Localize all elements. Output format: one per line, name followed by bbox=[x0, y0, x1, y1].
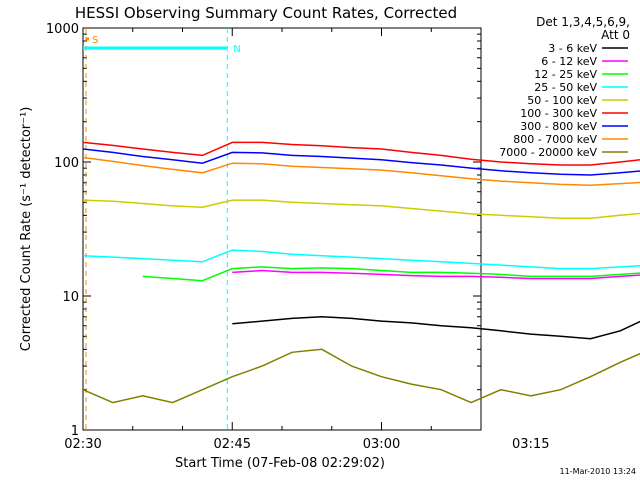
flag-bars: SN bbox=[83, 35, 241, 55]
legend-item-label: 50 - 100 keV bbox=[527, 94, 597, 107]
event-markers bbox=[85, 28, 228, 430]
series-line-25-50-kev bbox=[82, 249, 640, 270]
chart-title: HESSI Observing Summary Count Rates, Cor… bbox=[75, 4, 457, 22]
legend-item-label: 7000 - 20000 keV bbox=[499, 146, 597, 159]
series-line-800-7000-kev bbox=[82, 156, 640, 187]
x-axis-label: Start Time (07-Feb-08 02:29:02) bbox=[175, 456, 385, 471]
y-axis-label: Corrected Count Rate (s⁻¹ detector⁻¹) bbox=[19, 107, 34, 352]
timestamp: 11-Mar-2010 13:24 bbox=[560, 467, 637, 476]
series-lines bbox=[82, 141, 640, 404]
y-tick-label: 1000 bbox=[46, 22, 79, 37]
legend-item-label: 12 - 25 keV bbox=[534, 68, 597, 81]
flag-label-s: S bbox=[92, 35, 98, 46]
y-tick-label: 10 bbox=[62, 290, 79, 305]
series-line-12-25-kev bbox=[142, 266, 640, 282]
legend-item-label: 3 - 6 keV bbox=[548, 42, 597, 55]
legend-header-line-1: Det 1,3,4,5,6,9, bbox=[536, 15, 630, 29]
series-line-7000-20000-kev bbox=[82, 348, 640, 404]
legend-item-label: 300 - 800 keV bbox=[520, 120, 597, 133]
y-tick-label: 100 bbox=[54, 156, 79, 171]
series-line-6-12-kev bbox=[232, 269, 640, 280]
x-tick-label: 02:45 bbox=[214, 437, 251, 452]
series-line-3-6-kev bbox=[232, 316, 640, 340]
flag-label-n: N bbox=[233, 44, 240, 55]
y-axis-ticks: 1 10 100 1000 bbox=[46, 22, 481, 439]
legend-item-label: 6 - 12 keV bbox=[541, 55, 597, 68]
series-line-300-800-kev bbox=[82, 148, 640, 176]
legend-item-label: 100 - 300 keV bbox=[520, 107, 597, 120]
legend-header-line-2: Att 0 bbox=[601, 28, 630, 42]
series-line-50-100-kev bbox=[82, 199, 640, 220]
legend-item-label: 25 - 50 keV bbox=[534, 81, 597, 94]
x-tick-label: 03:15 bbox=[512, 437, 549, 452]
y-tick-label: 1 bbox=[71, 424, 79, 439]
x-tick-label: 03:00 bbox=[363, 437, 400, 452]
x-tick-label: 02:30 bbox=[64, 437, 101, 452]
series-line-100-300-kev bbox=[82, 141, 640, 166]
legend-item-label: 800 - 7000 keV bbox=[513, 133, 597, 146]
